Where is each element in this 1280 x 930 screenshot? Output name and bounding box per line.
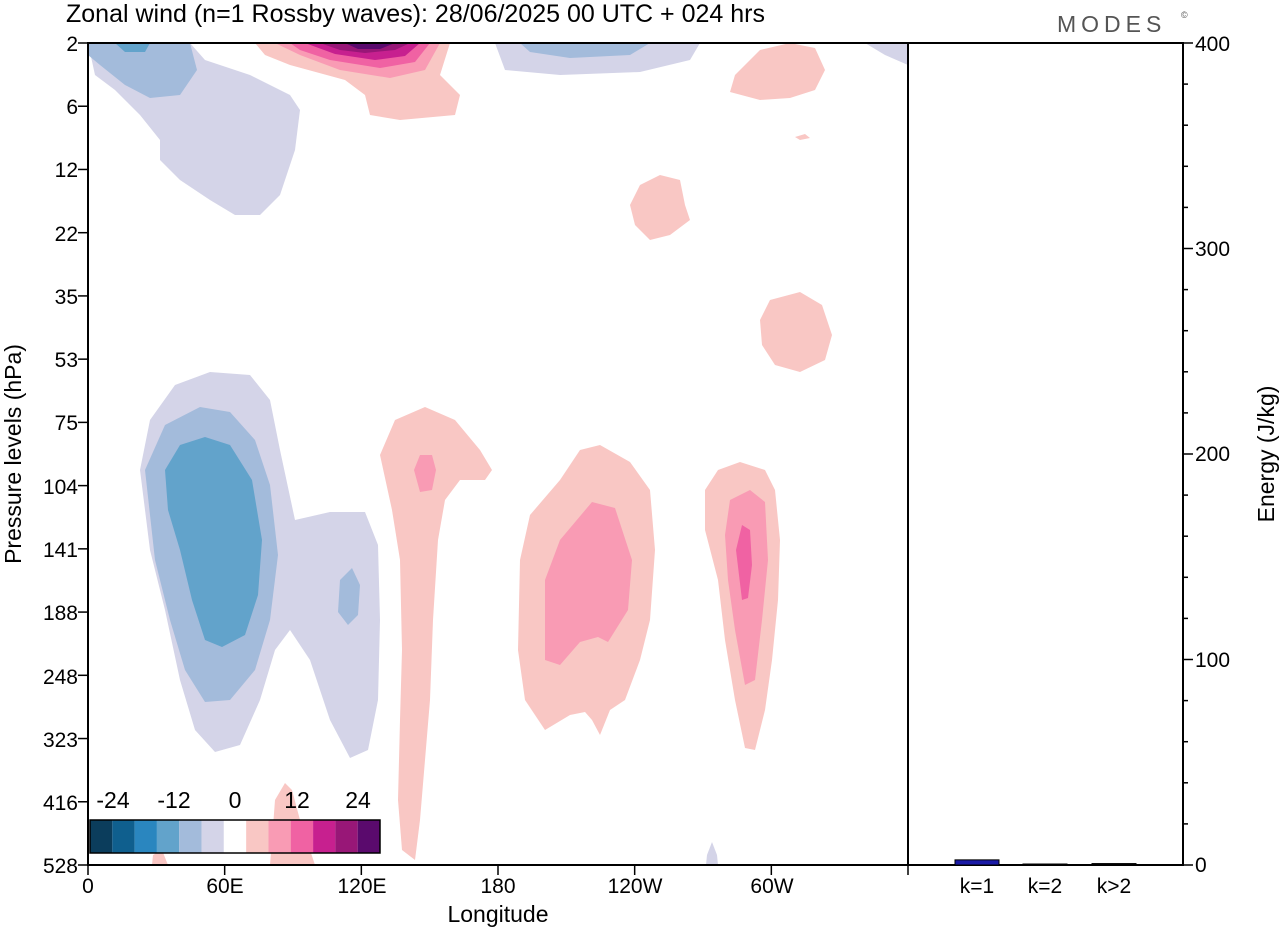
y-tick-label: 53: [55, 349, 78, 372]
colorbar-cell: [335, 820, 358, 853]
y-tick-label: 248: [43, 666, 78, 689]
y-tick-label: 6: [66, 96, 78, 119]
colorbar: [89, 819, 381, 854]
x-tick-label: 60E: [206, 875, 243, 898]
energy-category-label: k=2: [1028, 875, 1062, 898]
x-tick-label: 120W: [608, 875, 663, 898]
colorbar-frame: [89, 819, 381, 854]
contour-region-pos-c: [630, 175, 690, 240]
y-tick-label: 2: [66, 33, 78, 56]
contour-region-pos-top-6: [345, 43, 395, 49]
contour-region-neg-bottom: [706, 842, 718, 865]
colorbar-cell: [134, 820, 157, 853]
y-tick-label: 323: [43, 729, 78, 752]
energy-tick-label: 300: [1195, 238, 1230, 261]
contour-region-neg-corner: [865, 43, 908, 65]
y-tick-label: 22: [55, 223, 78, 246]
contour-region-pos-center-core: [545, 502, 632, 665]
y-tick-label: 104: [43, 476, 78, 499]
contour-field: [88, 43, 908, 865]
y-tick-label: 528: [43, 855, 78, 878]
colorbar-cell: [223, 820, 247, 853]
colorbar-cell: [357, 820, 380, 853]
y-tick-label: 12: [55, 159, 78, 182]
contour-region-pos-a: [730, 43, 825, 100]
colorbar-labels: -24 -12 0 12 24: [96, 787, 371, 813]
contour-region-neg-mid-small: [338, 568, 360, 625]
colorbar-cell: [90, 820, 113, 853]
y-tick-label: 188: [43, 602, 78, 625]
logo-mark: ©: [1181, 10, 1188, 20]
contour-region-pos-right-core: [736, 525, 752, 600]
y-axis-label: Pressure levels (hPa): [0, 344, 26, 564]
colorbar-label-3: 12: [284, 787, 310, 813]
colorbar-label-2: 0: [229, 787, 242, 813]
energy-tick-labels: 0 100 200 300 400: [1195, 33, 1230, 877]
contour-region-pos-d: [760, 292, 832, 372]
colorbar-label-4: 24: [345, 787, 371, 813]
colorbar-cell: [268, 820, 291, 853]
x-axis-ticks: [87, 865, 909, 875]
contour-region-pos-column-core: [414, 455, 436, 492]
x-tick-label: 120E: [337, 875, 386, 898]
energy-bar-3: [1091, 863, 1137, 866]
y-tick-label: 416: [43, 792, 78, 815]
energy-tick-label: 400: [1195, 33, 1230, 56]
logo-text: MODES: [1057, 11, 1166, 37]
y-tick-label: 141: [43, 539, 78, 562]
x-tick-label: 0: [82, 875, 94, 898]
x-tick-label: 60W: [750, 875, 793, 898]
colorbar-cell: [290, 820, 314, 853]
energy-tick-label: 0: [1195, 854, 1207, 877]
energy-category-label: k=1: [960, 875, 994, 898]
colorbar-cell: [179, 820, 202, 853]
y-tick-label: 35: [55, 286, 78, 309]
y-tick-labels: 2 6 12 22 35 53 75 104 141 188 248 323 4…: [43, 33, 78, 878]
colorbar-label-1: -12: [157, 787, 190, 813]
y-tick-label: 75: [55, 412, 78, 435]
energy-axis-ticks: [1183, 42, 1193, 866]
colorbar-cell: [201, 820, 224, 853]
x-tick-label: 180: [480, 875, 515, 898]
contour-region-neg-topright-inner: [520, 43, 650, 58]
energy-tick-label: 100: [1195, 649, 1230, 672]
x-tick-labels: 0 60E 120E 180 120W 60W: [82, 875, 794, 898]
energy-category-labels: k=1 k=2 k>2: [960, 875, 1131, 898]
contour-region-neg-core: [165, 437, 262, 647]
chart-title: Zonal wind (n=1 Rossby waves): 28/06/202…: [66, 0, 765, 28]
energy-category-label: k>2: [1097, 875, 1131, 898]
contour-region-pos-b: [795, 134, 810, 140]
colorbar-label-0: -24: [96, 787, 129, 813]
energy-plot-frame: [907, 42, 1184, 866]
energy-axis-label: Energy (J/kg): [1253, 386, 1279, 523]
energy-bars: [954, 859, 1137, 866]
modes-logo: MODES ©: [1057, 10, 1188, 37]
energy-tick-label: 200: [1195, 443, 1230, 466]
energy-bar-1: [954, 859, 1000, 866]
contour-region-pos-column: [380, 407, 492, 860]
x-axis-label: Longitude: [447, 901, 548, 927]
colorbar-cell: [246, 820, 269, 853]
colorbar-cell: [156, 820, 180, 853]
contour-region-neg-top-core: [115, 43, 150, 52]
energy-bar-2: [1022, 863, 1068, 866]
colorbar-cell: [112, 820, 135, 853]
contour-region-neg-top-inner: [88, 43, 197, 98]
colorbar-cell: [313, 820, 336, 853]
y-axis-ticks: [78, 42, 88, 866]
